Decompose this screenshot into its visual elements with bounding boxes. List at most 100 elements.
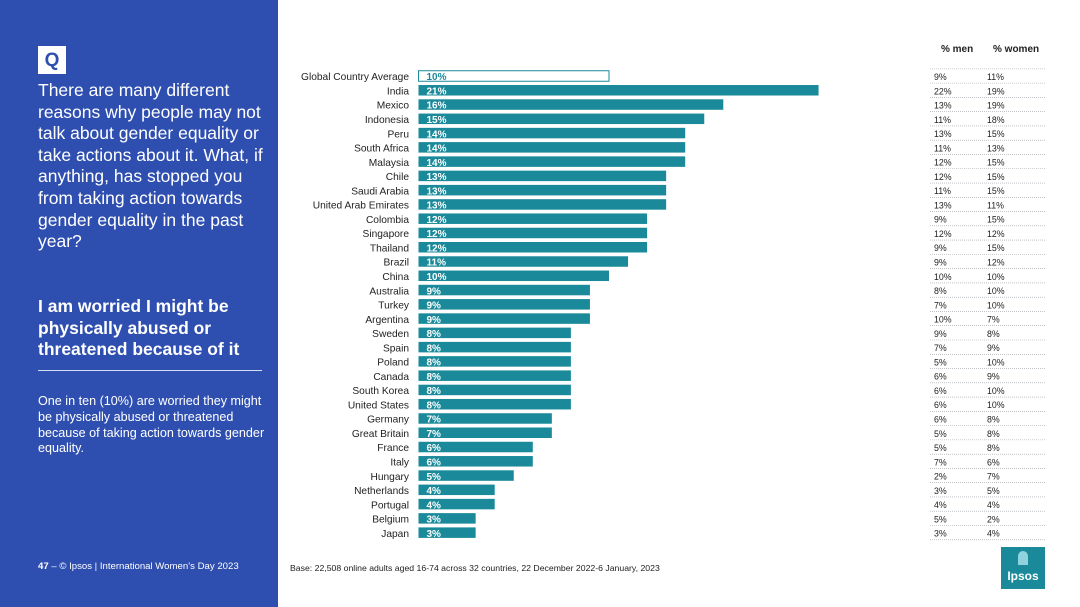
women-value: 11% xyxy=(987,72,1004,82)
category-label: Argentina xyxy=(365,315,409,326)
base-note: Base: 22,508 online adults aged 16-74 ac… xyxy=(290,563,660,573)
data-label: 13% xyxy=(427,201,447,212)
data-label: 14% xyxy=(427,158,447,169)
bar xyxy=(418,356,571,367)
data-label: 12% xyxy=(427,229,447,240)
women-value: 15% xyxy=(987,186,1005,196)
men-value: 22% xyxy=(934,86,952,96)
women-value: 15% xyxy=(987,129,1005,139)
category-label: Saudi Arabia xyxy=(351,186,409,197)
data-label: 9% xyxy=(427,286,442,297)
data-label: 4% xyxy=(427,486,442,497)
category-label: Belgium xyxy=(372,515,409,526)
data-label: 14% xyxy=(427,144,447,155)
data-label: 16% xyxy=(427,101,447,112)
category-label: United States xyxy=(348,400,409,411)
women-value: 9% xyxy=(987,343,1000,353)
bar xyxy=(418,484,495,496)
men-value: 9% xyxy=(934,215,947,225)
data-label: 4% xyxy=(427,500,442,511)
women-value: 6% xyxy=(987,457,1000,467)
men-value: 6% xyxy=(934,386,947,396)
men-value: 11% xyxy=(934,143,951,153)
women-value: 12% xyxy=(987,229,1005,239)
category-label: South Korea xyxy=(352,386,409,397)
men-value: 13% xyxy=(934,101,952,111)
men-value: 4% xyxy=(934,500,947,510)
women-value: 8% xyxy=(987,414,1000,424)
category-label: Germany xyxy=(367,415,410,426)
women-value: 10% xyxy=(987,300,1005,310)
data-label: 7% xyxy=(427,429,442,440)
women-value: 7% xyxy=(987,315,1000,325)
data-label: 8% xyxy=(427,372,442,383)
category-label: Malaysia xyxy=(369,158,410,169)
women-value: 15% xyxy=(987,158,1005,168)
men-value: 10% xyxy=(934,272,952,282)
data-label: 15% xyxy=(427,115,447,126)
bar xyxy=(418,498,495,510)
bar xyxy=(418,470,514,481)
question-badge: Q xyxy=(38,46,66,74)
category-label: South Africa xyxy=(354,144,409,155)
bar xyxy=(418,256,629,267)
col-header-men: % men xyxy=(941,44,974,55)
category-label: Mexico xyxy=(377,101,410,112)
data-label: 8% xyxy=(427,386,442,397)
bar xyxy=(418,142,686,153)
data-label: 6% xyxy=(427,443,442,454)
data-label: 10% xyxy=(427,72,447,83)
data-label: 12% xyxy=(427,215,447,226)
bar xyxy=(418,213,648,224)
bar xyxy=(418,199,667,210)
category-label: Thailand xyxy=(370,243,409,254)
category-label: Sweden xyxy=(372,329,409,340)
category-label: Japan xyxy=(381,529,409,540)
ipsos-logo: Ipsos xyxy=(1001,547,1045,589)
data-label: 8% xyxy=(427,329,442,340)
women-value: 4% xyxy=(987,500,1000,510)
bar xyxy=(418,156,686,167)
men-value: 2% xyxy=(934,472,947,482)
data-label: 13% xyxy=(427,186,447,197)
women-value: 10% xyxy=(987,286,1005,296)
women-value: 8% xyxy=(987,329,1000,339)
page-number: 47 xyxy=(38,561,49,572)
question-text: There are many different reasons why peo… xyxy=(38,80,263,252)
category-label: Global Country Average xyxy=(301,72,409,83)
data-label: 3% xyxy=(427,515,442,526)
data-label: 10% xyxy=(427,272,447,283)
summary-text: One in ten (10%) are worried they might … xyxy=(38,394,265,456)
bar xyxy=(418,384,571,396)
men-value: 6% xyxy=(934,400,947,410)
men-value: 8% xyxy=(934,286,947,296)
category-label: Colombia xyxy=(366,215,409,226)
women-value: 5% xyxy=(987,486,1000,496)
men-value: 13% xyxy=(934,129,952,139)
men-value: 12% xyxy=(934,172,952,182)
women-value: 8% xyxy=(987,429,1000,439)
men-value: 7% xyxy=(934,457,947,467)
men-value: 7% xyxy=(934,300,947,310)
women-value: 11% xyxy=(987,200,1004,210)
bar xyxy=(418,341,571,353)
men-value: 11% xyxy=(934,115,951,125)
bar xyxy=(418,70,610,82)
data-label: 9% xyxy=(427,315,442,326)
category-label: Poland xyxy=(377,358,409,369)
men-value: 5% xyxy=(934,429,947,439)
statement-text: I am worried I might be physically abuse… xyxy=(38,296,240,360)
bar xyxy=(418,456,533,467)
data-label: 7% xyxy=(427,415,442,426)
women-value: 15% xyxy=(987,243,1005,253)
men-value: 5% xyxy=(934,514,947,524)
women-value: 13% xyxy=(987,143,1005,153)
category-label: Singapore xyxy=(363,229,410,240)
bar xyxy=(418,284,590,296)
bar xyxy=(418,413,552,424)
data-label: 8% xyxy=(427,343,442,354)
logo-mark-icon xyxy=(1018,551,1028,565)
data-label: 5% xyxy=(427,472,442,483)
men-value: 10% xyxy=(934,315,952,325)
bar xyxy=(418,127,686,139)
